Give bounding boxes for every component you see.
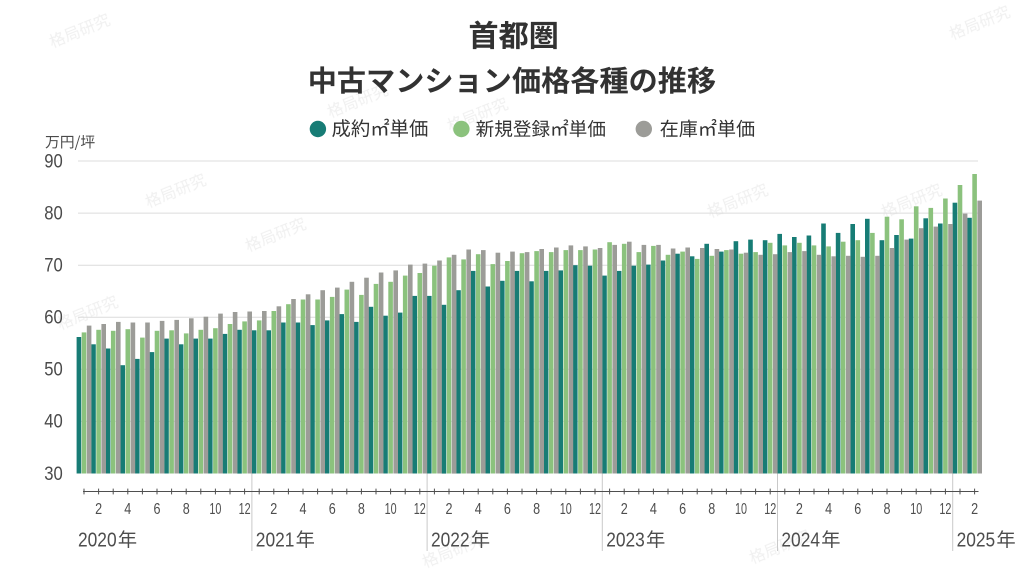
svg-text:12: 12 bbox=[939, 501, 951, 518]
svg-text:2: 2 bbox=[446, 501, 453, 518]
svg-text:6: 6 bbox=[854, 501, 861, 518]
svg-text:90: 90 bbox=[44, 151, 63, 172]
svg-text:2: 2 bbox=[971, 501, 978, 518]
svg-text:10: 10 bbox=[385, 501, 397, 518]
svg-text:2020: 2020 bbox=[78, 530, 117, 552]
svg-text:8: 8 bbox=[533, 501, 540, 518]
svg-text:4: 4 bbox=[300, 501, 307, 518]
svg-text:8: 8 bbox=[884, 501, 891, 518]
svg-text:6: 6 bbox=[329, 501, 336, 518]
svg-text:12: 12 bbox=[589, 501, 601, 518]
svg-text:2: 2 bbox=[95, 501, 102, 518]
svg-text:10: 10 bbox=[910, 501, 922, 518]
svg-text:2021: 2021 bbox=[256, 530, 295, 552]
svg-text:8: 8 bbox=[183, 501, 190, 518]
svg-text:70: 70 bbox=[44, 256, 63, 277]
svg-text:12: 12 bbox=[764, 501, 776, 518]
svg-text:8: 8 bbox=[358, 501, 365, 518]
svg-text:2022: 2022 bbox=[431, 530, 470, 552]
svg-text:4: 4 bbox=[825, 501, 832, 518]
svg-text:4: 4 bbox=[124, 501, 131, 518]
svg-text:80: 80 bbox=[44, 203, 63, 224]
svg-text:10: 10 bbox=[735, 501, 747, 518]
svg-text:6: 6 bbox=[154, 501, 161, 518]
svg-text:2023: 2023 bbox=[606, 530, 645, 552]
svg-text:4: 4 bbox=[650, 501, 657, 518]
svg-text:2025: 2025 bbox=[957, 530, 996, 552]
svg-text:50: 50 bbox=[44, 360, 63, 381]
svg-text:6: 6 bbox=[679, 501, 686, 518]
svg-text:8: 8 bbox=[708, 501, 715, 518]
svg-text:10: 10 bbox=[209, 501, 221, 518]
svg-text:12: 12 bbox=[239, 501, 251, 518]
svg-text:2: 2 bbox=[621, 501, 628, 518]
svg-text:4: 4 bbox=[475, 501, 482, 518]
svg-text:2: 2 bbox=[796, 501, 803, 518]
svg-text:2024: 2024 bbox=[781, 530, 820, 552]
svg-text:10: 10 bbox=[560, 501, 572, 518]
svg-text:12: 12 bbox=[414, 501, 426, 518]
svg-text:6: 6 bbox=[504, 501, 511, 518]
svg-text:40: 40 bbox=[44, 412, 63, 433]
svg-text:2: 2 bbox=[270, 501, 277, 518]
svg-text:30: 30 bbox=[44, 464, 63, 485]
svg-text:60: 60 bbox=[44, 308, 63, 329]
